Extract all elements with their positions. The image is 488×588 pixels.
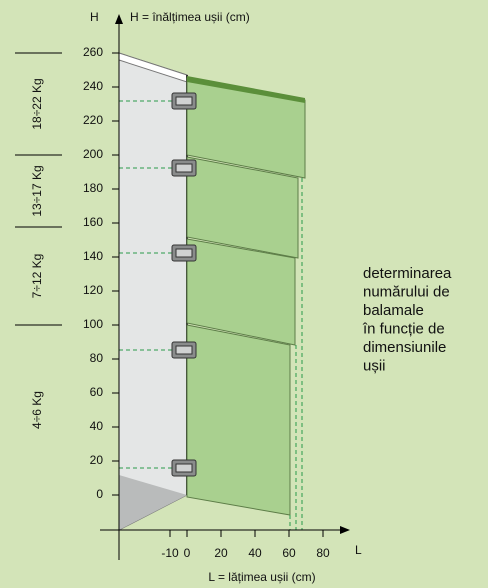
note-line: balamale [363,302,424,319]
y-title: H [90,10,99,24]
x-tick-label: 80 [316,546,330,560]
x-arrow [340,526,350,534]
door [186,324,291,516]
cabinet-side [118,52,188,531]
y-tick-label: 60 [90,385,104,399]
x-tick-label: 40 [248,546,262,560]
y-tick-label: 140 [83,249,103,263]
door [186,156,299,259]
hinge-plate [175,345,193,355]
cabinet-floor [119,475,187,530]
y-tick-label: 100 [83,317,103,331]
note-line: dimensiunile [363,339,446,356]
x-tick-label: -10 [161,546,179,560]
doors [186,77,306,516]
hinge-plate [175,248,193,258]
width-guides [289,178,303,530]
y-arrow [115,14,123,24]
note-line: ușii [363,357,386,374]
y-tick-label: 200 [83,147,103,161]
note-line: determinarea [363,265,452,282]
y-tick-label: 40 [90,419,104,433]
x-caption: L = lățimea ușii (cm) [208,570,315,584]
door-top-edge [187,76,305,103]
weight-range: 18÷22 Kg [30,78,44,129]
hinges [119,92,197,477]
note-line: în funcție de [362,320,445,337]
x-tick-label: 20 [214,546,228,560]
y-tick-label: 180 [83,181,103,195]
y-tick-label: 20 [90,453,104,467]
y-tick-label: 220 [83,113,103,127]
note-line: numărului de [363,283,450,300]
weight-range: 4÷6 Kg [30,391,44,429]
x-tick-label: 60 [282,546,296,560]
hinge-plate [175,463,193,473]
weight-range: 13÷17 Kg [30,165,44,216]
y-caption: H = înălțimea ușii (cm) [130,10,250,24]
y-tick-label: 160 [83,215,103,229]
hinge-plate [175,163,193,173]
y-tick-label: 120 [83,283,103,297]
y-tick-label: 260 [83,45,103,59]
y-tick-label: 80 [90,351,104,365]
hinge-plate [175,96,193,106]
door [186,238,296,346]
x-title: L [355,543,362,557]
y-tick-label: 240 [83,79,103,93]
x-tick-label: 0 [184,546,191,560]
y-tick-label: 0 [96,487,103,501]
weight-range: 7÷12 Kg [30,254,44,299]
